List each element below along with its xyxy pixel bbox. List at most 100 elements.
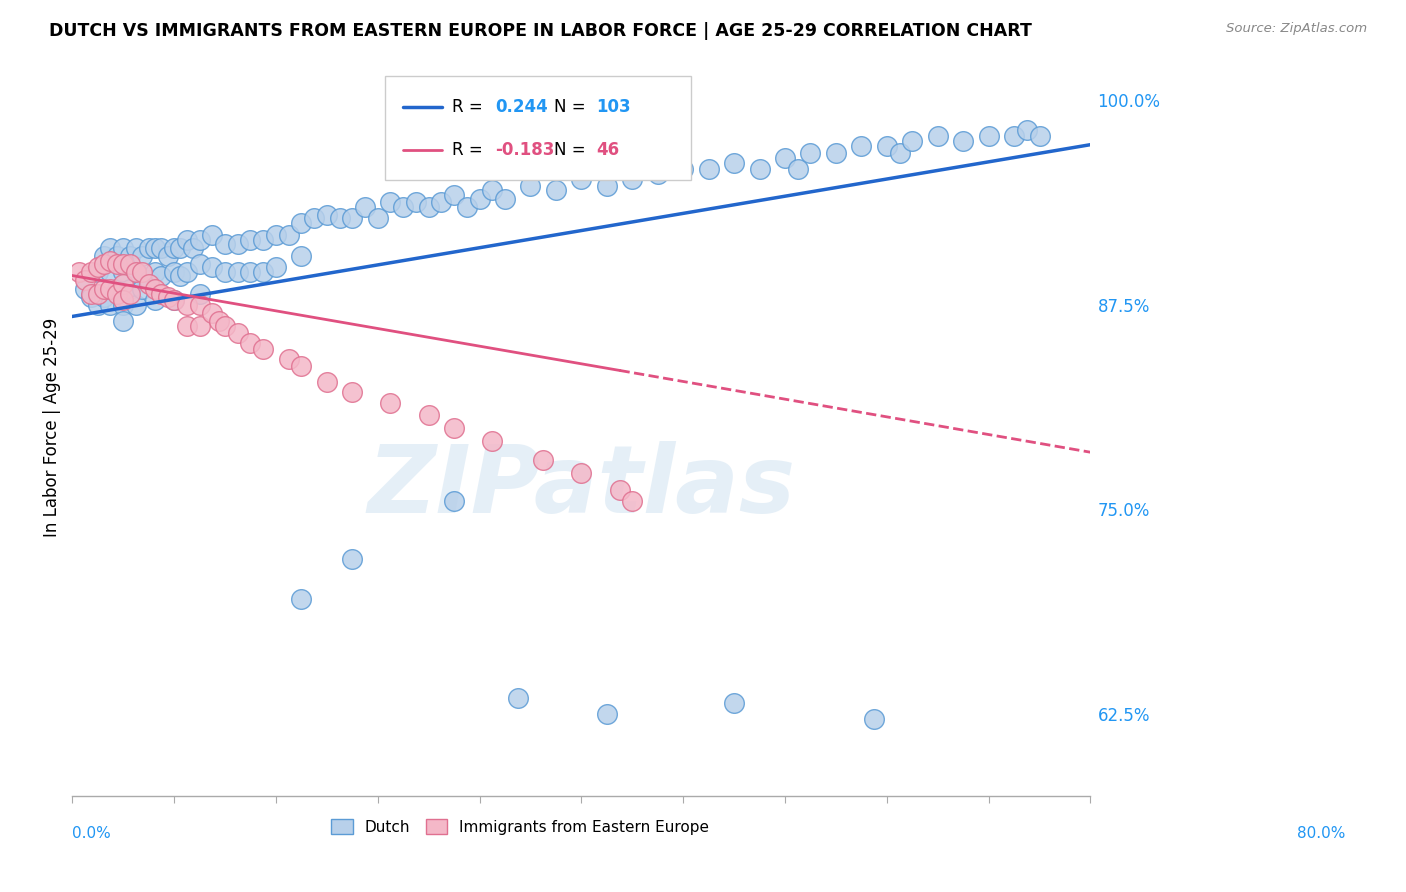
- Text: R =: R =: [453, 98, 482, 117]
- Point: [418, 408, 440, 422]
- Point: [481, 434, 503, 448]
- Point: [621, 172, 644, 186]
- Point: [647, 167, 669, 181]
- Point: [952, 135, 974, 149]
- Point: [342, 384, 364, 399]
- Text: N =: N =: [554, 98, 585, 117]
- Point: [201, 260, 224, 275]
- Point: [188, 233, 211, 247]
- Text: DUTCH VS IMMIGRANTS FROM EASTERN EUROPE IN LABOR FORCE | AGE 25-29 CORRELATION C: DUTCH VS IMMIGRANTS FROM EASTERN EUROPE …: [49, 22, 1032, 40]
- Point: [80, 286, 103, 301]
- Point: [290, 216, 312, 230]
- Point: [226, 326, 249, 340]
- Point: [100, 241, 122, 255]
- Text: R =: R =: [453, 141, 482, 159]
- Point: [125, 265, 148, 279]
- Point: [163, 241, 186, 255]
- Point: [392, 200, 415, 214]
- Point: [773, 151, 796, 165]
- Point: [100, 265, 122, 279]
- Point: [825, 145, 848, 160]
- Legend: Dutch, Immigrants from Eastern Europe: Dutch, Immigrants from Eastern Europe: [325, 814, 716, 841]
- Point: [93, 249, 115, 263]
- Point: [131, 249, 153, 263]
- Point: [226, 265, 249, 279]
- Point: [143, 241, 166, 255]
- Point: [188, 319, 211, 334]
- Point: [112, 257, 135, 271]
- Point: [105, 286, 128, 301]
- Point: [468, 192, 491, 206]
- Point: [143, 282, 166, 296]
- Point: [456, 200, 478, 214]
- Point: [112, 314, 135, 328]
- Point: [519, 178, 541, 193]
- Point: [163, 293, 186, 307]
- Point: [93, 282, 115, 296]
- Point: [609, 483, 631, 497]
- Point: [367, 211, 389, 226]
- Point: [264, 227, 287, 242]
- Text: 0.244: 0.244: [495, 98, 547, 117]
- Point: [226, 237, 249, 252]
- Point: [977, 129, 1000, 144]
- Point: [264, 260, 287, 275]
- Point: [105, 249, 128, 263]
- Text: -0.183: -0.183: [495, 141, 554, 159]
- Point: [621, 494, 644, 508]
- Point: [506, 690, 529, 705]
- Point: [86, 286, 108, 301]
- Point: [131, 282, 153, 296]
- Point: [207, 314, 229, 328]
- Point: [125, 298, 148, 312]
- Point: [188, 257, 211, 271]
- Text: ZIPatlas: ZIPatlas: [367, 441, 796, 533]
- Point: [252, 233, 274, 247]
- Text: 46: 46: [596, 141, 620, 159]
- Point: [143, 293, 166, 307]
- Point: [531, 453, 554, 467]
- Point: [302, 211, 325, 226]
- Point: [112, 265, 135, 279]
- Point: [176, 233, 198, 247]
- Point: [105, 282, 128, 296]
- Point: [138, 273, 160, 287]
- Point: [118, 257, 141, 271]
- Point: [799, 145, 821, 160]
- Point: [80, 265, 103, 279]
- Point: [1028, 129, 1050, 144]
- Point: [569, 467, 592, 481]
- Point: [290, 249, 312, 263]
- Text: 80.0%: 80.0%: [1296, 826, 1346, 841]
- Point: [342, 211, 364, 226]
- Text: Source: ZipAtlas.com: Source: ZipAtlas.com: [1226, 22, 1367, 36]
- Point: [851, 139, 873, 153]
- Point: [201, 227, 224, 242]
- Point: [112, 277, 135, 291]
- Point: [481, 184, 503, 198]
- Point: [239, 265, 262, 279]
- FancyBboxPatch shape: [385, 76, 692, 179]
- Point: [150, 268, 173, 283]
- Point: [176, 319, 198, 334]
- Point: [214, 265, 236, 279]
- Point: [169, 268, 191, 283]
- Point: [927, 129, 949, 144]
- Point: [290, 359, 312, 373]
- Point: [214, 319, 236, 334]
- Point: [100, 282, 122, 296]
- Point: [342, 551, 364, 566]
- Point: [418, 200, 440, 214]
- Point: [430, 194, 453, 209]
- Point: [876, 139, 898, 153]
- Point: [188, 298, 211, 312]
- Point: [901, 135, 924, 149]
- Point: [544, 184, 567, 198]
- Point: [201, 306, 224, 320]
- Point: [405, 194, 427, 209]
- Point: [138, 241, 160, 255]
- Point: [105, 257, 128, 271]
- Point: [112, 241, 135, 255]
- Point: [723, 696, 745, 710]
- Point: [86, 298, 108, 312]
